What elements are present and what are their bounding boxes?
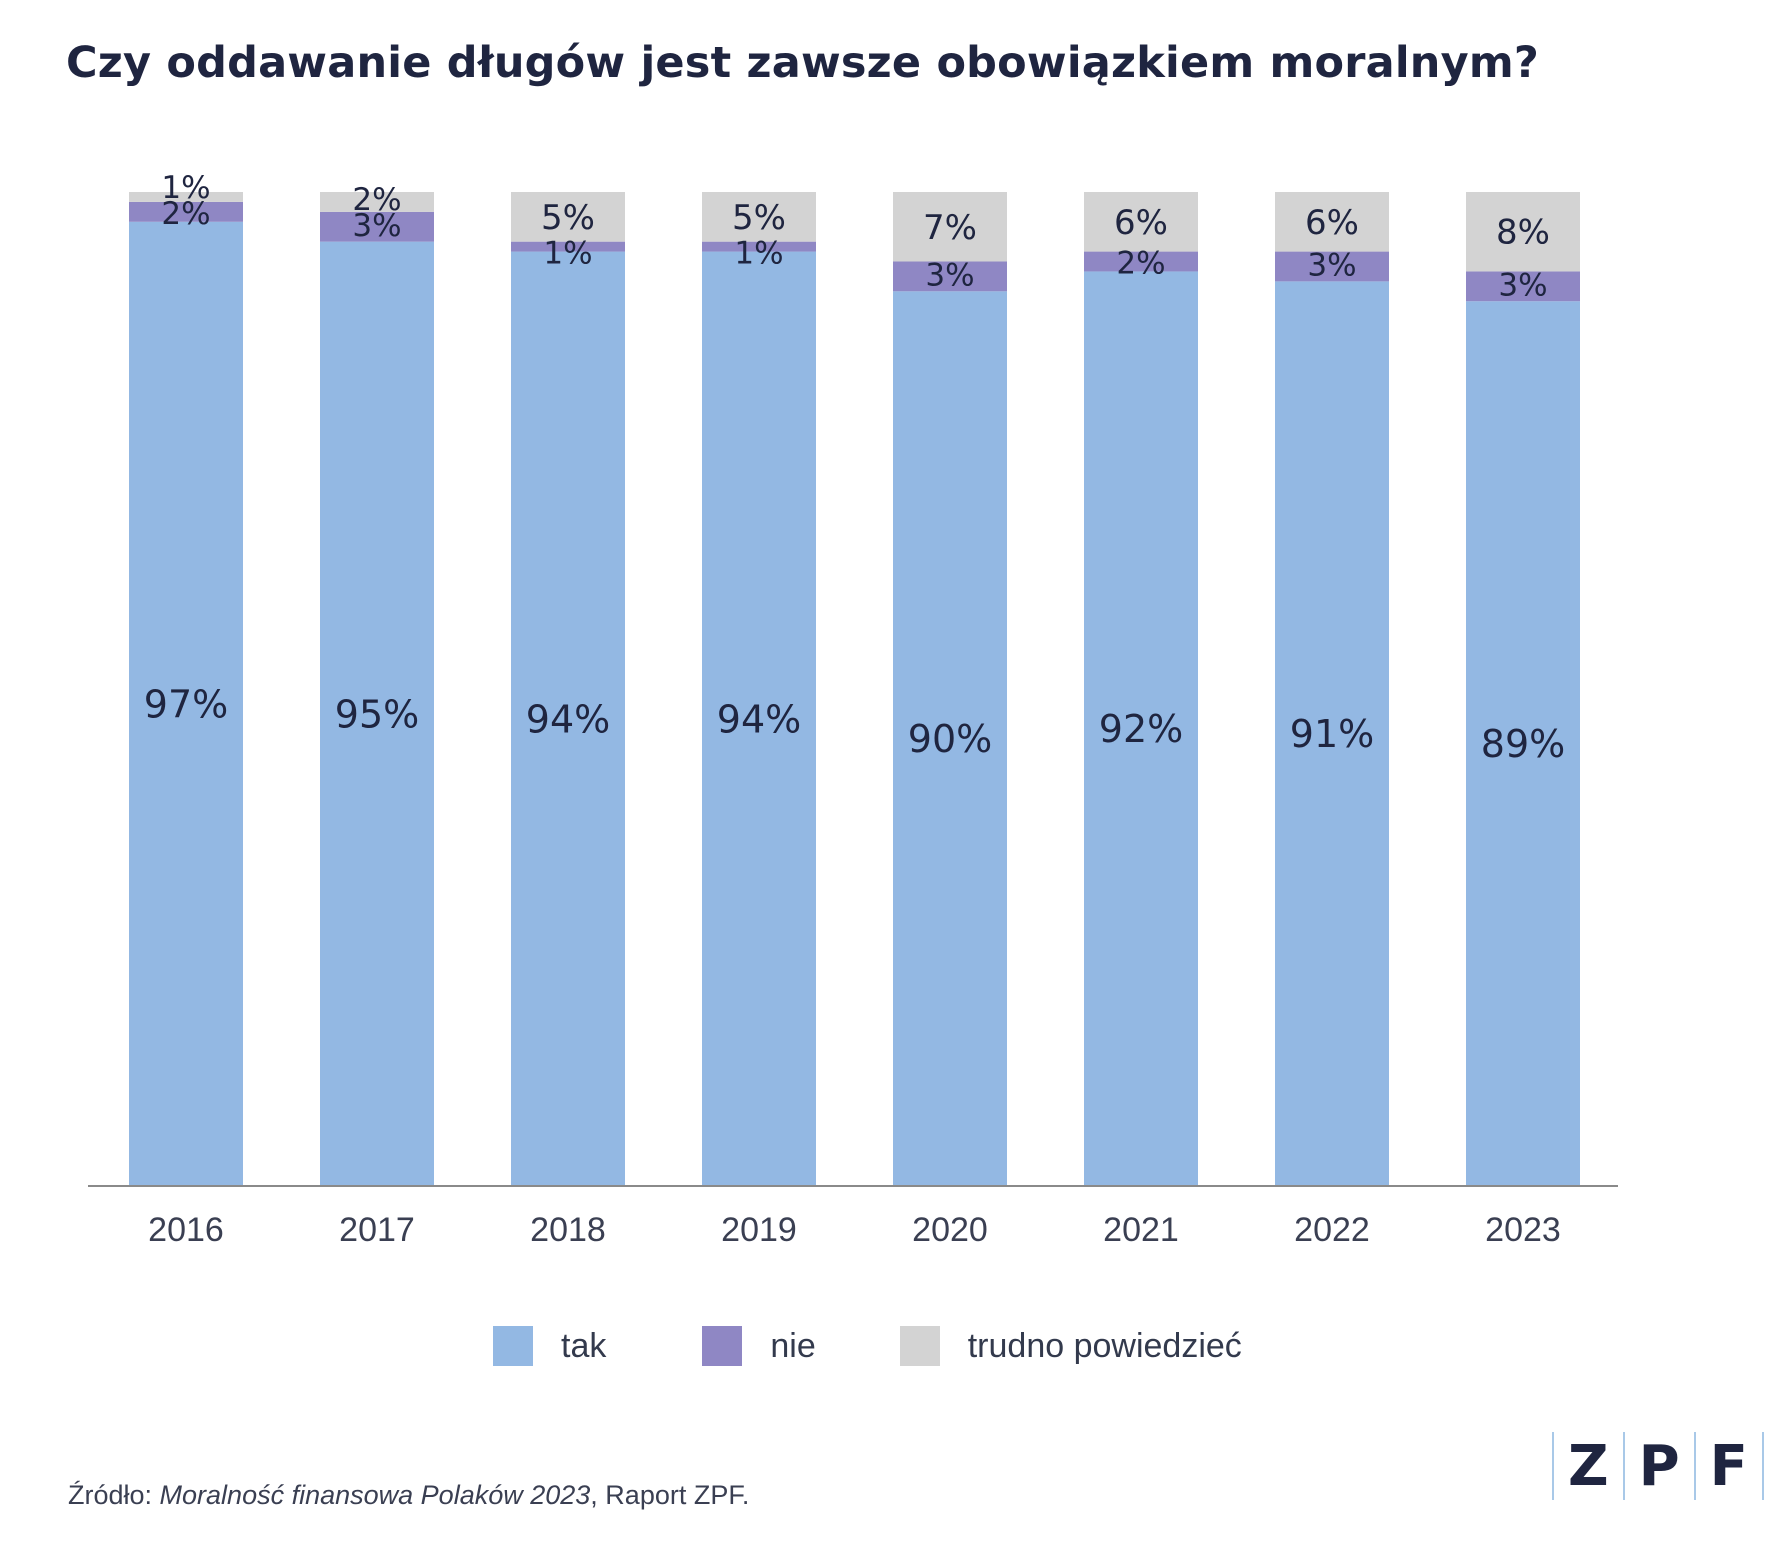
data-label-nie-2023: 3% — [1498, 267, 1547, 303]
data-label-tak-2022: 91% — [1290, 712, 1374, 756]
data-label-trudno-2023: 8% — [1496, 213, 1550, 253]
bar-segment-trudno-2021 — [1084, 192, 1198, 252]
data-label-nie-2021: 2% — [1116, 246, 1165, 282]
bar-segment-tak-2016 — [129, 221, 243, 1186]
bar-segment-trudno-2023 — [1466, 192, 1580, 272]
data-label-trudno-2021: 6% — [1114, 203, 1168, 243]
data-label-trudno-2019: 5% — [732, 198, 786, 238]
stacked-bar-chart: 97%2%1%201695%3%2%201794%1%5%201894%1%5%… — [88, 170, 1618, 1249]
bar-segment-nie-2020 — [893, 261, 1007, 292]
data-label-nie-2022: 3% — [1307, 247, 1356, 283]
x-tick-label-2017: 2017 — [339, 1211, 415, 1249]
bar-segment-trudno-2019 — [702, 192, 816, 242]
data-label-tak-2019: 94% — [717, 697, 801, 741]
chart-title: Czy oddawanie długów jest zawsze obowiąz… — [66, 38, 1539, 88]
legend-swatch-tak — [493, 1326, 533, 1366]
data-label-trudno-2016: 1% — [161, 170, 210, 206]
legend-swatch-nie — [702, 1326, 743, 1366]
bar-segment-trudno-2017 — [320, 192, 434, 212]
data-label-tak-2018: 94% — [526, 697, 610, 741]
bar-segment-trudno-2018 — [511, 192, 625, 242]
logo-letter-z: Z — [1568, 1433, 1609, 1499]
x-tick-label-2019: 2019 — [721, 1211, 797, 1249]
logo-divider — [1761, 1432, 1764, 1500]
legend-swatch-trudno — [899, 1326, 940, 1366]
bar-segment-nie-2021 — [1084, 251, 1198, 272]
data-label-nie-2018: 1% — [543, 236, 592, 272]
bar-segment-tak-2018 — [511, 251, 625, 1185]
logo-letter-f: F — [1709, 1433, 1748, 1499]
data-label-trudno-2017: 2% — [352, 182, 401, 218]
data-label-trudno-2018: 5% — [541, 198, 595, 238]
chart-legend: tak nie trudno powiedzieć — [493, 1326, 1242, 1366]
x-tick-label-2020: 2020 — [912, 1211, 988, 1249]
data-label-tak-2021: 92% — [1099, 707, 1183, 751]
legend-item-nie: nie — [702, 1326, 816, 1366]
logo-divider — [1622, 1432, 1625, 1500]
legend-label-nie: nie — [770, 1326, 816, 1365]
bar-segment-nie-2016 — [129, 201, 243, 222]
bar-segment-nie-2022 — [1275, 251, 1389, 282]
bar-segment-trudno-2022 — [1275, 192, 1389, 252]
data-label-nie-2019: 1% — [734, 236, 783, 272]
data-label-tak-2020: 90% — [908, 717, 992, 761]
logo-letter-p: P — [1638, 1433, 1680, 1499]
x-tick-label-2016: 2016 — [148, 1211, 224, 1249]
logo-divider — [1693, 1432, 1696, 1500]
data-label-tak-2023: 89% — [1481, 722, 1565, 766]
legend-item-tak: tak — [493, 1326, 606, 1366]
source-note: Źródło: Moralność finansowa Polaków 2023… — [68, 1480, 749, 1511]
data-label-nie-2017: 3% — [352, 208, 401, 244]
bar-segment-tak-2021 — [1084, 271, 1198, 1185]
x-tick-label-2023: 2023 — [1485, 1211, 1561, 1249]
zpf-logo: Z P F — [1538, 1432, 1770, 1500]
legend-item-trudno: trudno powiedzieć — [899, 1326, 1242, 1366]
bar-segment-trudno-2020 — [893, 192, 1007, 262]
bar-segment-trudno-2016 — [129, 192, 243, 202]
bar-segment-tak-2023 — [1466, 301, 1580, 1186]
bar-segment-tak-2022 — [1275, 281, 1389, 1185]
source-title: Moralność finansowa Polaków 2023 — [159, 1480, 591, 1510]
bar-segment-tak-2019 — [702, 251, 816, 1185]
bar-segment-nie-2019 — [702, 241, 816, 252]
data-label-trudno-2020: 7% — [923, 208, 977, 248]
data-label-tak-2017: 95% — [335, 692, 419, 736]
data-label-nie-2016: 2% — [161, 196, 210, 232]
legend-label-tak: tak — [561, 1326, 607, 1365]
logo-divider — [1552, 1432, 1554, 1500]
x-tick-label-2021: 2021 — [1103, 1211, 1179, 1249]
bar-segment-nie-2018 — [511, 241, 625, 252]
bar-segment-nie-2017 — [320, 211, 434, 242]
data-label-trudno-2022: 6% — [1305, 203, 1359, 243]
x-tick-label-2022: 2022 — [1294, 1211, 1370, 1249]
legend-label-trudno: trudno powiedzieć — [967, 1326, 1242, 1365]
bar-segment-tak-2020 — [893, 291, 1007, 1185]
data-label-nie-2020: 3% — [925, 257, 974, 293]
bar-segment-tak-2017 — [320, 241, 434, 1185]
source-prefix: Źródło: — [68, 1480, 160, 1510]
data-label-tak-2016: 97% — [144, 682, 228, 726]
x-tick-label-2018: 2018 — [530, 1211, 606, 1249]
source-suffix: , Raport ZPF. — [590, 1480, 750, 1510]
bar-segment-nie-2023 — [1466, 271, 1580, 302]
